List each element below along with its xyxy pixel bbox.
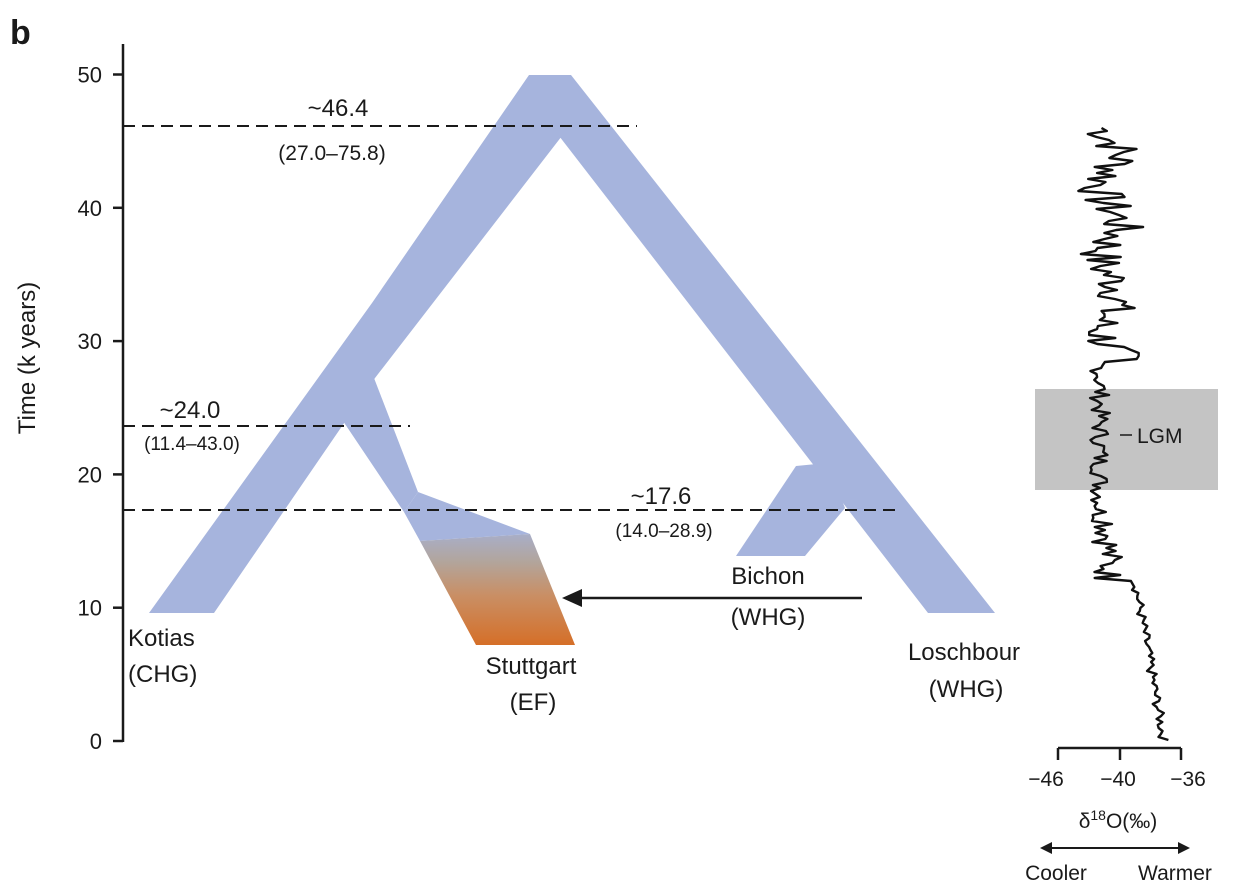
label-kotias-group: (CHG) [128,661,197,688]
warmer-label: Warmer [1138,862,1212,884]
label-bichon-group: (WHG) [731,604,806,631]
panel-label: b [10,14,31,52]
label-stuttgart: Stuttgart [486,653,577,680]
climate-tick-46: −46 [1028,768,1064,791]
lineage-tree [149,75,995,645]
climate-axis-label: δ18O(‰) [1079,807,1158,833]
y-tick-label-50: 50 [78,63,102,88]
delta18o-trace [1077,126,1169,742]
lineage-loschbour [529,75,995,613]
label-loschbour-group: (WHG) [929,676,1004,703]
lineage-stuttgart-ef [420,534,575,645]
split-17-interval: (14.0–28.9) [615,521,712,542]
split-46-interval: (27.0–75.8) [278,142,385,165]
lineage-stuttgart [404,492,530,541]
label-stuttgart-group: (EF) [510,689,557,716]
y-tick-label-40: 40 [78,196,102,221]
y-axis: 0 10 20 30 40 50 Time (k years) [14,44,125,754]
lgm-label: LGM [1137,425,1183,448]
climate-tick-36: −36 [1170,768,1206,791]
split-24-value: ~24.0 [160,397,221,424]
lineage-stuttgart-upper [343,378,418,512]
label-kotias: Kotias [128,625,195,652]
lineage-kotias [149,75,571,613]
y-tick-label-30: 30 [78,329,102,354]
split-46-value: ~46.4 [308,95,369,122]
cooler-label: Cooler [1025,862,1087,884]
y-tick-label-10: 10 [78,596,102,621]
lgm-box [1035,389,1218,490]
split-24-interval: (11.4–43.0) [144,434,240,455]
admixture-arrow [562,589,862,607]
climate-panel: LGM −46 −40 −36 δ18O(‰) Cooler Warmer [1025,126,1218,884]
label-bichon: Bichon [731,563,804,590]
y-tick-label-0: 0 [90,729,102,754]
label-loschbour: Loschbour [908,639,1020,666]
split-17-value: ~17.6 [631,483,692,510]
split-lines [123,125,898,511]
y-tick-label-20: 20 [78,462,102,487]
climate-tick-40: −40 [1100,768,1136,791]
y-axis-label: Time (k years) [14,282,41,434]
